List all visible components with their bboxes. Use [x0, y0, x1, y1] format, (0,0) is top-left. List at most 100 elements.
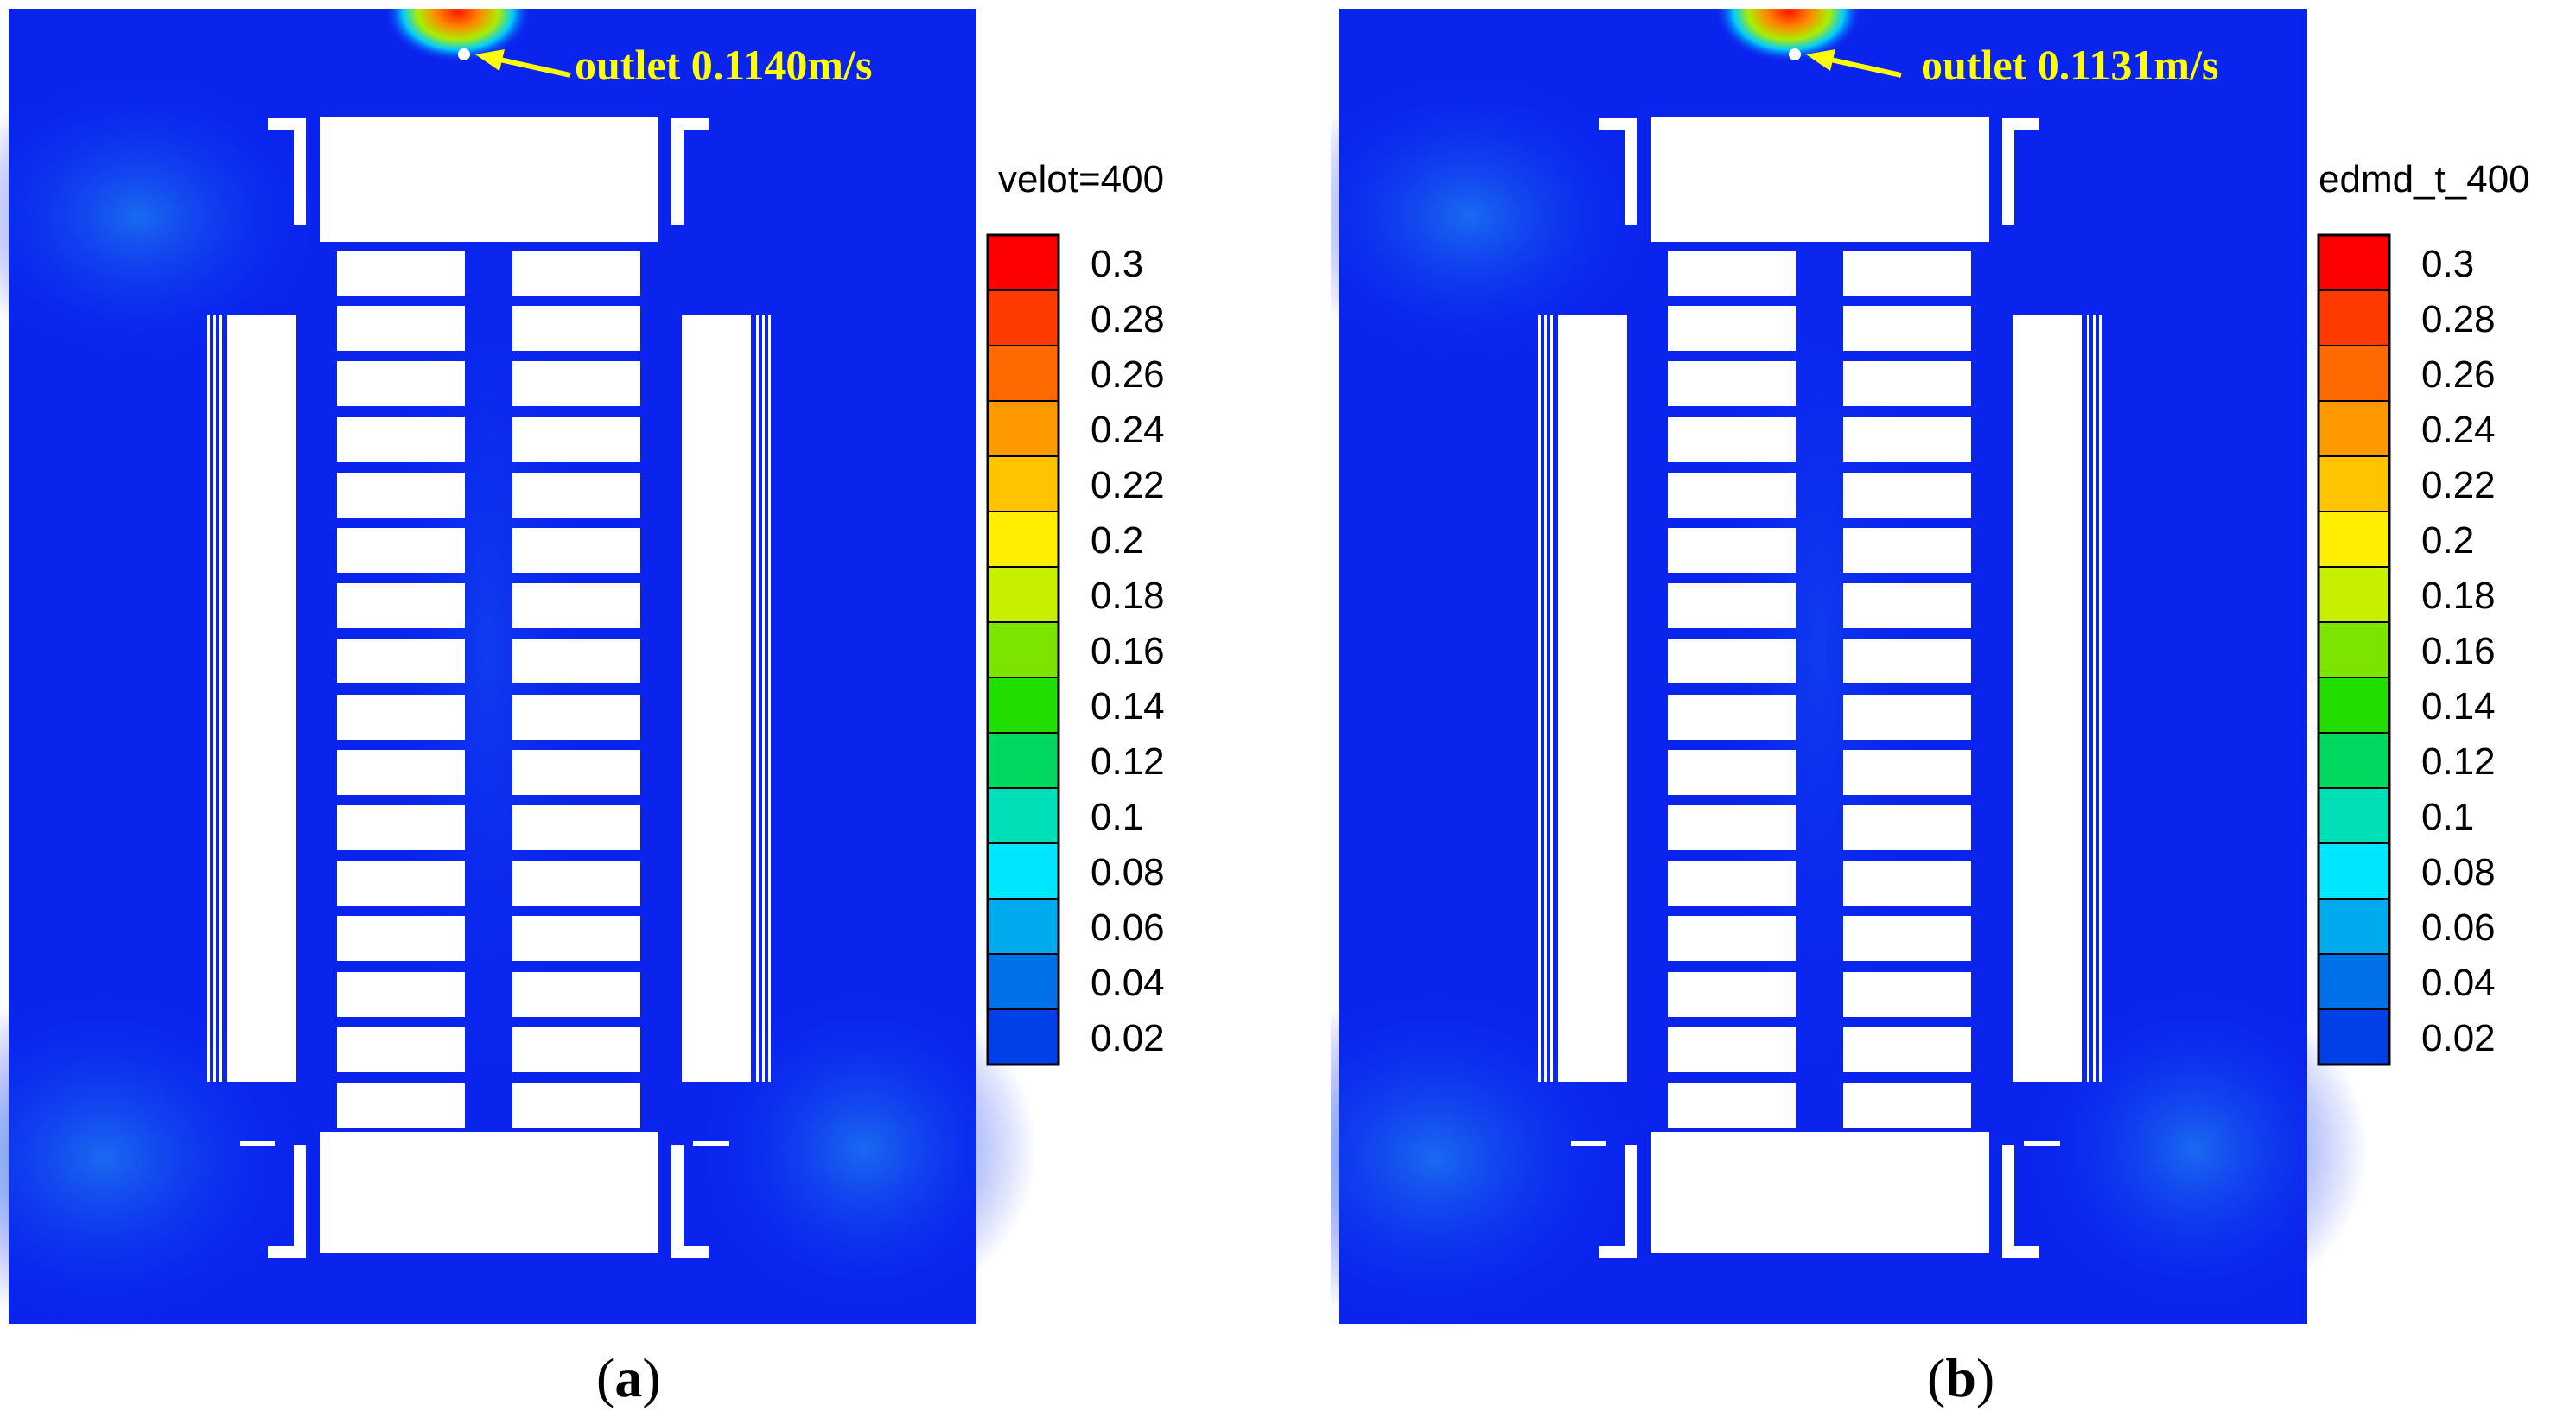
colorbar-tick-label: 0.26 — [2421, 353, 2496, 396]
velocity-field-plot — [0, 9, 1060, 1331]
colorbar-tick-label: 0.02 — [1091, 1017, 1165, 1059]
top-bracket-right — [671, 118, 684, 225]
winding-block — [1843, 306, 1971, 351]
winding-block — [337, 417, 465, 462]
winding-block — [1668, 361, 1796, 406]
bottom-bracket-left — [268, 1246, 306, 1258]
winding-block — [1843, 583, 1971, 628]
winding-block — [1668, 306, 1796, 351]
colorbar-tick-label: 0.06 — [1091, 906, 1165, 949]
outlet-arrowhead — [475, 49, 505, 71]
side-plate-lamination — [762, 315, 765, 1082]
bottom-bracket-left — [294, 1145, 306, 1257]
velocity-halo — [2022, 985, 2368, 1313]
colorbar-segment — [2318, 456, 2389, 512]
winding-block — [1843, 972, 1971, 1017]
side-plate-lamination — [1550, 315, 1553, 1082]
bottom-bracket-right — [2002, 1246, 2039, 1258]
winding-block — [512, 473, 640, 518]
winding-block — [512, 417, 640, 462]
colorbar-tick-label: 0.26 — [1091, 353, 1165, 396]
side-plate-lamination — [219, 315, 222, 1082]
bottom-spacer-left — [240, 1141, 275, 1146]
winding-block — [512, 306, 640, 351]
side-plate-lamination — [213, 315, 216, 1082]
bottom-spacer-right — [2024, 1141, 2060, 1146]
colorbar-title: velot=400 — [998, 158, 1165, 200]
side-plate-lamination — [1538, 315, 1541, 1082]
colorbar-tick-label: 0.3 — [2421, 243, 2475, 285]
colorbar-segment — [988, 622, 1059, 678]
winding-block — [1668, 528, 1796, 573]
winding-block — [512, 750, 640, 795]
colorbar-tick-label: 0.24 — [2421, 409, 2496, 451]
winding-block — [512, 1027, 640, 1072]
winding-block — [1668, 750, 1796, 795]
bottom-bracket-right — [2002, 1145, 2014, 1257]
colorbar-tick-label: 0.28 — [1091, 298, 1165, 340]
winding-block — [337, 1027, 465, 1072]
colorbar-frame — [986, 233, 1060, 1066]
side-plate-left — [227, 315, 296, 1082]
colorbar-tick-label: 0.04 — [2421, 962, 2496, 1004]
colorbar-tick-label: 0.1 — [2421, 796, 2475, 838]
colorbar-segment — [2318, 1009, 2389, 1065]
winding-block — [1843, 750, 1971, 795]
winding-block — [512, 972, 640, 1017]
bottom-bracket-left — [1599, 1246, 1637, 1258]
bottom-bracket-right — [671, 1246, 709, 1258]
top-yoke — [320, 117, 658, 242]
winding-block — [1668, 251, 1796, 296]
colorbar-segment — [988, 290, 1059, 346]
colorbar-tick-label: 0.3 — [1091, 243, 1144, 285]
colorbar-segment — [2318, 677, 2389, 734]
winding-block — [512, 528, 640, 573]
velocity-halo — [1331, 69, 1659, 363]
winding-block — [1668, 916, 1796, 961]
outlet-probe-point — [1789, 48, 1801, 60]
panel-b: outlet 0.1131m/s edmd_t_400 0.3 0.28 0.26 0… — [1331, 0, 2576, 1424]
winding-block — [512, 916, 640, 961]
panel-caption-letter: a — [614, 1347, 643, 1408]
winding-block — [1843, 251, 1971, 296]
winding-block — [1843, 695, 1971, 740]
colorbar-tick-label: 0.06 — [2421, 906, 2496, 949]
colorbar-tick-label: 0.08 — [1091, 851, 1165, 893]
winding-block — [337, 583, 465, 628]
winding-block — [1843, 639, 1971, 683]
colorbar-segment — [2318, 401, 2389, 457]
winding-block — [337, 251, 465, 296]
winding-block — [1668, 695, 1796, 740]
winding-block — [337, 916, 465, 961]
outlet-arrow-shaft — [495, 56, 571, 78]
outlet-hotspot — [385, 9, 531, 62]
winding-block — [1668, 417, 1796, 462]
side-plate-right — [682, 315, 751, 1082]
winding-block — [1668, 473, 1796, 518]
winding-block — [337, 1083, 465, 1128]
winding-block — [512, 251, 640, 296]
winding-block — [337, 861, 465, 906]
top-bracket-left — [1625, 118, 1637, 225]
colorbar-segment — [988, 567, 1059, 623]
colorbar-tick-label: 0.02 — [2421, 1017, 2496, 1059]
winding-block — [337, 528, 465, 573]
panel-caption-letter: b — [1945, 1347, 1976, 1408]
winding-block — [1843, 417, 1971, 462]
winding-block — [512, 695, 640, 740]
colorbar-segment — [2318, 346, 2389, 402]
winding-block — [337, 695, 465, 740]
outlet-velocity-label: outlet 0.1131m/s — [1921, 41, 2219, 89]
colorbar-frame — [2317, 233, 2391, 1066]
winding-block — [512, 805, 640, 850]
winding-block — [1668, 972, 1796, 1017]
velocity-halo — [0, 69, 328, 363]
colorbar-segment — [988, 843, 1059, 900]
side-plate-left — [1558, 315, 1627, 1082]
winding-block — [512, 861, 640, 906]
colorbar-segment — [988, 733, 1059, 789]
velocity-field-plot — [1331, 9, 2391, 1331]
winding-block — [1668, 639, 1796, 683]
bottom-bracket-right — [671, 1145, 684, 1257]
panel-a: outlet 0.1140m/s velot=400 0.3 0.28 0.26 0.… — [0, 9, 1165, 1408]
